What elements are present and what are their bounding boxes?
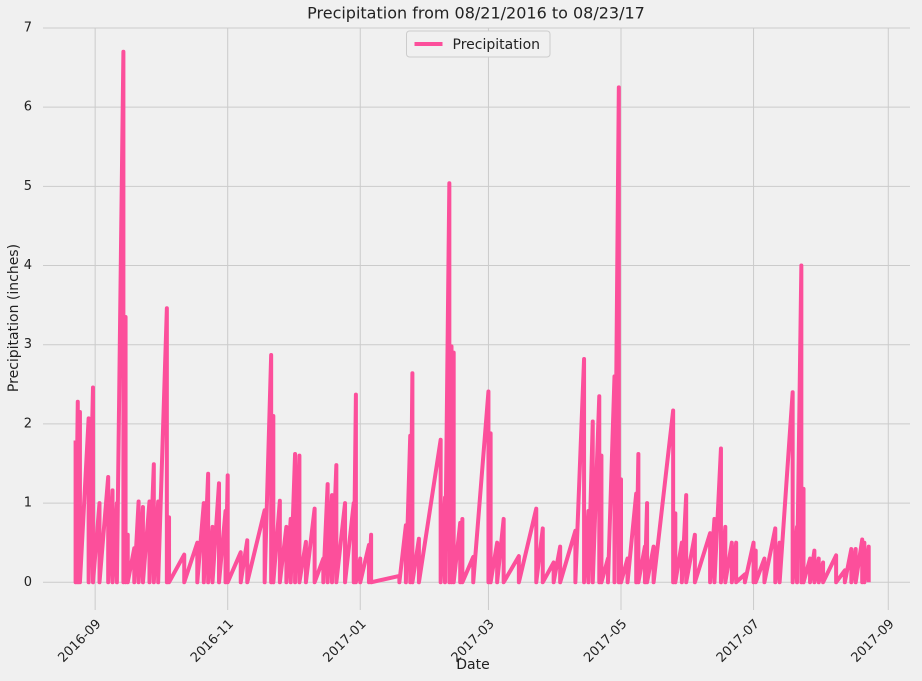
y-tick-label: 5 xyxy=(24,179,32,194)
y-tick-label: 2 xyxy=(24,416,32,431)
y-tick-label: 6 xyxy=(24,100,32,115)
legend: Precipitation xyxy=(406,30,551,58)
legend-box xyxy=(406,30,551,58)
x-axis-label: Date xyxy=(456,657,489,673)
chart-title: Precipitation from 08/21/2016 to 08/23/1… xyxy=(307,4,645,23)
precipitation-line xyxy=(73,49,871,585)
y-tick-label: 1 xyxy=(24,496,32,511)
y-tick-label: 3 xyxy=(24,337,32,352)
legend-label: Precipitation xyxy=(453,37,541,53)
y-axis-label: Precipitation (inches) xyxy=(6,244,22,392)
y-tick-label: 7 xyxy=(24,21,32,36)
y-tick-label: 4 xyxy=(24,258,32,273)
y-tick-label: 0 xyxy=(24,575,32,590)
